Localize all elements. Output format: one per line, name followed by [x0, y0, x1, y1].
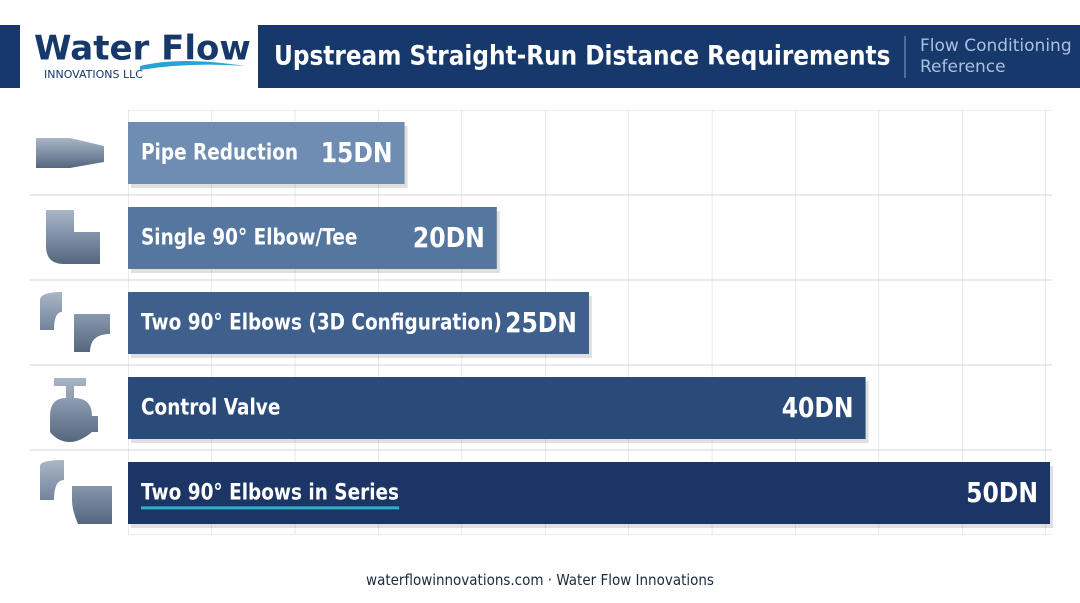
icons — [36, 138, 112, 524]
icon-valve — [50, 378, 98, 442]
bar — [128, 207, 497, 269]
value-label: 15DN — [321, 137, 393, 169]
logo-wave — [140, 61, 245, 70]
side-note: Reference — [920, 57, 1006, 77]
bar — [128, 377, 866, 439]
icon-series — [40, 460, 112, 524]
chart-title: Upstream Straight-Run Distance Requireme… — [274, 40, 890, 71]
value-label: 25DN — [505, 307, 577, 339]
footer: waterflowinnovations.com · Water Flow In… — [366, 573, 714, 590]
category-label: Pipe Reduction — [141, 139, 298, 165]
category-label: Single 90° Elbow/Tee — [141, 224, 357, 250]
bar — [128, 462, 1050, 524]
brand-name: Water Flow — [34, 29, 251, 69]
logo-box — [20, 25, 258, 88]
icon-reducer — [36, 138, 104, 168]
value-label: 20DN — [413, 222, 485, 254]
value-label: 50DN — [966, 477, 1038, 509]
category-label: Control Valve — [141, 394, 280, 420]
category-label: Two 90° Elbows (3D Configuration) — [141, 309, 502, 335]
icon-elbow — [46, 210, 100, 264]
icon-elbows — [40, 292, 110, 352]
bar — [128, 292, 589, 354]
bar — [128, 122, 405, 184]
brand-subtitle: INNOVATIONS LLC — [44, 68, 143, 81]
category-label: Two 90° Elbows in Series — [141, 479, 399, 505]
value-label: 40DN — [782, 392, 854, 424]
side-note: Flow Conditioning — [920, 36, 1072, 56]
